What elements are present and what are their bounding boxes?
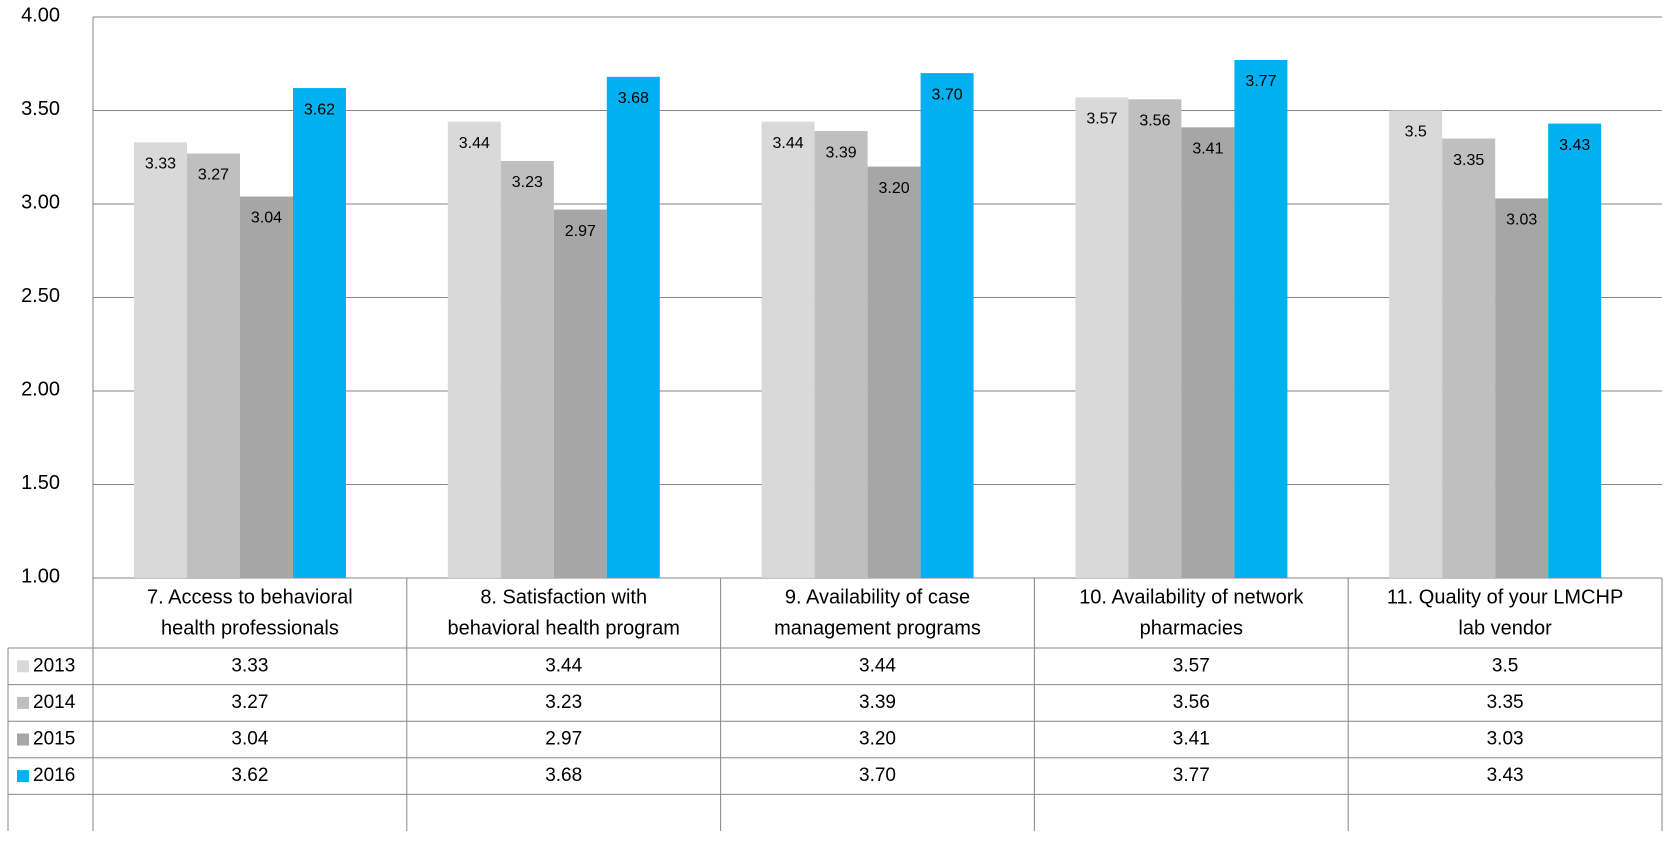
bar — [1389, 110, 1443, 578]
table-cell: 3.5 — [1492, 655, 1518, 676]
table-cell: 3.03 — [1487, 729, 1524, 750]
table-cell: 3.44 — [859, 655, 896, 676]
bar — [1128, 99, 1182, 578]
y-tick-label: 2.00 — [21, 378, 60, 400]
data-label: 3.77 — [1245, 73, 1276, 90]
table-cell: 3.57 — [1173, 655, 1210, 676]
table-cell: 3.41 — [1173, 729, 1210, 750]
data-label: 3.41 — [1192, 141, 1223, 158]
category-label: health professionals — [161, 617, 339, 639]
legend-label: 2016 — [33, 765, 75, 786]
table-cell: 3.20 — [859, 729, 896, 750]
y-tick-label: 3.00 — [21, 191, 60, 213]
category-label: behavioral health program — [448, 617, 680, 639]
table-cell: 3.62 — [231, 765, 268, 786]
bar — [134, 142, 187, 579]
table-cell: 3.39 — [859, 692, 896, 713]
table-cell: 3.27 — [231, 692, 268, 713]
data-label: 3.57 — [1086, 111, 1117, 128]
table-cell: 3.56 — [1173, 692, 1210, 713]
category-label: 11. Quality of your LMCHP — [1387, 586, 1623, 608]
bar — [553, 209, 607, 579]
category-label: 9. Availability of case — [785, 586, 970, 608]
table-cell: 3.04 — [231, 729, 268, 750]
category-label: 8. Satisfaction with — [480, 586, 647, 608]
bar — [920, 73, 974, 578]
data-label: 3.44 — [459, 135, 490, 152]
y-tick-label: 3.50 — [21, 98, 60, 120]
data-label: 3.56 — [1139, 112, 1170, 129]
data-label: 3.62 — [304, 101, 335, 118]
bar — [500, 160, 554, 579]
bar — [1548, 123, 1602, 578]
data-label: 3.27 — [198, 167, 229, 184]
bar — [814, 131, 868, 578]
legend-swatch — [17, 770, 29, 783]
data-label: 3.23 — [512, 174, 543, 191]
category-label: 7. Access to behavioral — [147, 586, 353, 608]
legend-label: 2015 — [33, 729, 75, 750]
bar — [867, 166, 921, 578]
bar — [761, 121, 815, 578]
legend-swatch — [17, 733, 29, 746]
data-label: 3.70 — [932, 86, 963, 103]
table-cell: 3.43 — [1487, 765, 1524, 786]
category-label: lab vendor — [1458, 617, 1552, 639]
table-cell: 3.44 — [545, 655, 582, 676]
legend-swatch — [17, 696, 29, 709]
bar — [1234, 60, 1288, 578]
bar — [1181, 127, 1235, 578]
bar — [1495, 198, 1549, 578]
data-label: 3.33 — [145, 156, 176, 173]
table-cell: 3.77 — [1173, 765, 1210, 786]
table-cell: 3.33 — [231, 655, 268, 676]
legend-label: 2014 — [33, 692, 76, 713]
legend-swatch — [17, 660, 29, 673]
data-label: 3.5 — [1405, 124, 1427, 141]
table-cell: 3.23 — [545, 692, 582, 713]
bar — [293, 88, 346, 578]
bar — [447, 121, 501, 578]
table-cell: 3.68 — [545, 765, 582, 786]
category-label: management programs — [774, 617, 981, 639]
y-tick-label: 4.00 — [21, 4, 60, 26]
bar — [1075, 97, 1129, 578]
bar — [1442, 138, 1496, 579]
bar — [240, 196, 293, 578]
category-label: pharmacies — [1140, 617, 1243, 639]
data-label: 3.35 — [1453, 152, 1484, 169]
table-cell: 3.70 — [859, 765, 896, 786]
bar — [606, 76, 660, 578]
y-tick-label: 1.00 — [21, 565, 60, 587]
table-cell: 2.97 — [545, 729, 582, 750]
data-label: 3.03 — [1506, 212, 1537, 229]
legend-label: 2013 — [33, 655, 75, 676]
data-label: 3.04 — [251, 210, 282, 227]
data-label: 3.39 — [826, 144, 857, 161]
y-tick-label: 2.50 — [21, 285, 60, 307]
y-tick-label: 1.50 — [21, 472, 60, 494]
table-cell: 3.35 — [1487, 692, 1524, 713]
data-label: 3.20 — [879, 180, 910, 197]
data-label: 3.68 — [618, 90, 649, 107]
data-label: 2.97 — [565, 223, 596, 240]
data-label: 3.44 — [773, 135, 804, 152]
category-label: 10. Availability of network — [1079, 586, 1304, 608]
data-label: 3.43 — [1559, 137, 1590, 154]
bar — [187, 153, 240, 578]
